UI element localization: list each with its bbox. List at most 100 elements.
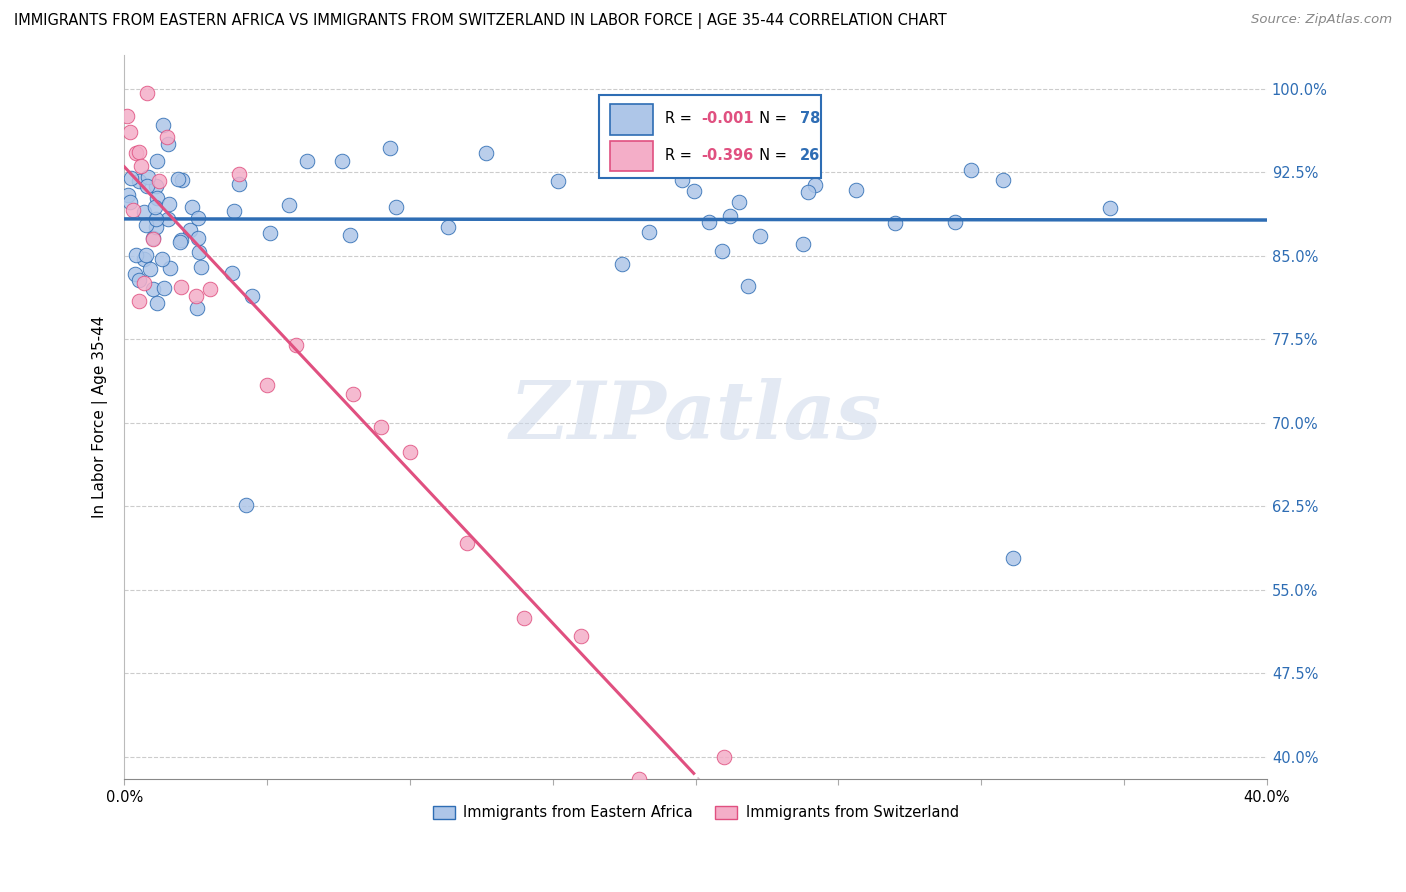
Point xyxy=(179,223,201,237)
Point xyxy=(627,772,650,787)
Point xyxy=(671,173,693,187)
Point xyxy=(156,137,179,152)
Point xyxy=(378,141,401,155)
Point xyxy=(128,174,150,188)
Point xyxy=(128,145,150,159)
Point xyxy=(198,282,221,296)
Point xyxy=(142,282,165,296)
Point xyxy=(727,195,749,210)
Point xyxy=(437,220,460,235)
Point xyxy=(170,279,193,293)
Point xyxy=(117,188,139,202)
Text: ZIPatlas: ZIPatlas xyxy=(509,378,882,456)
Point xyxy=(156,212,179,227)
Point xyxy=(156,130,179,145)
Point xyxy=(122,203,145,218)
Point xyxy=(142,231,165,245)
Point xyxy=(610,257,633,271)
Point xyxy=(187,244,209,259)
Point xyxy=(152,118,174,132)
Point xyxy=(136,86,159,100)
Point xyxy=(883,217,905,231)
Point xyxy=(128,294,150,309)
Y-axis label: In Labor Force | Age 35-44: In Labor Force | Age 35-44 xyxy=(93,316,108,518)
Point xyxy=(120,171,142,186)
Point xyxy=(135,218,157,232)
Point xyxy=(235,498,257,512)
Legend: Immigrants from Eastern Africa, Immigrants from Switzerland: Immigrants from Eastern Africa, Immigran… xyxy=(427,799,965,826)
Point xyxy=(637,225,659,239)
Point xyxy=(797,186,820,200)
Point xyxy=(153,281,176,295)
Point xyxy=(124,267,146,281)
Point xyxy=(135,248,157,262)
Point xyxy=(569,629,592,643)
Point xyxy=(278,198,301,212)
Point xyxy=(148,174,170,188)
Point xyxy=(142,232,165,246)
Point xyxy=(157,197,180,211)
Point xyxy=(1099,201,1122,215)
Point xyxy=(342,387,364,401)
Point xyxy=(134,204,156,219)
FancyBboxPatch shape xyxy=(599,95,821,178)
Point xyxy=(697,215,720,229)
Point xyxy=(145,191,167,205)
Point xyxy=(128,273,150,287)
Point xyxy=(370,420,392,434)
Point xyxy=(547,174,569,188)
Point xyxy=(132,252,155,266)
Point xyxy=(711,244,734,258)
Point xyxy=(170,173,193,187)
Point xyxy=(330,153,353,168)
Point xyxy=(187,211,209,225)
Text: N =: N = xyxy=(751,147,792,162)
Point xyxy=(125,145,148,160)
FancyBboxPatch shape xyxy=(610,141,654,171)
Point xyxy=(115,110,138,124)
Point xyxy=(297,153,319,168)
Text: 26: 26 xyxy=(800,147,820,162)
Point xyxy=(751,150,773,164)
Point xyxy=(647,127,669,141)
Point xyxy=(131,160,153,174)
Point xyxy=(139,261,162,276)
Text: Source: ZipAtlas.com: Source: ZipAtlas.com xyxy=(1251,13,1392,27)
Point xyxy=(399,444,422,458)
Point xyxy=(146,154,169,169)
Point xyxy=(145,212,167,227)
Point xyxy=(844,183,866,197)
Point xyxy=(146,296,169,310)
Text: R =: R = xyxy=(665,147,696,162)
Point xyxy=(803,178,825,193)
Point xyxy=(186,231,208,245)
Text: N =: N = xyxy=(751,112,792,127)
Point xyxy=(222,203,245,218)
Point xyxy=(221,266,243,280)
Point xyxy=(456,536,478,550)
Point xyxy=(134,276,156,290)
Point xyxy=(150,252,173,266)
Point xyxy=(475,145,498,160)
Point xyxy=(170,233,193,247)
Point xyxy=(167,172,190,186)
Text: -0.001: -0.001 xyxy=(702,112,754,127)
Point xyxy=(190,260,212,274)
Text: R =: R = xyxy=(665,112,696,127)
Text: -0.396: -0.396 xyxy=(702,147,754,162)
Point xyxy=(682,184,704,198)
Point xyxy=(792,236,814,251)
Point xyxy=(713,750,735,764)
Point xyxy=(240,288,263,302)
Point xyxy=(145,178,167,193)
Point xyxy=(135,179,157,194)
Point xyxy=(284,338,307,352)
Point xyxy=(118,194,141,209)
Point xyxy=(125,248,148,262)
Point xyxy=(993,173,1015,187)
Point xyxy=(118,125,141,139)
Point xyxy=(145,220,167,235)
Point xyxy=(1001,551,1024,566)
Point xyxy=(136,170,159,185)
Point xyxy=(513,611,536,625)
